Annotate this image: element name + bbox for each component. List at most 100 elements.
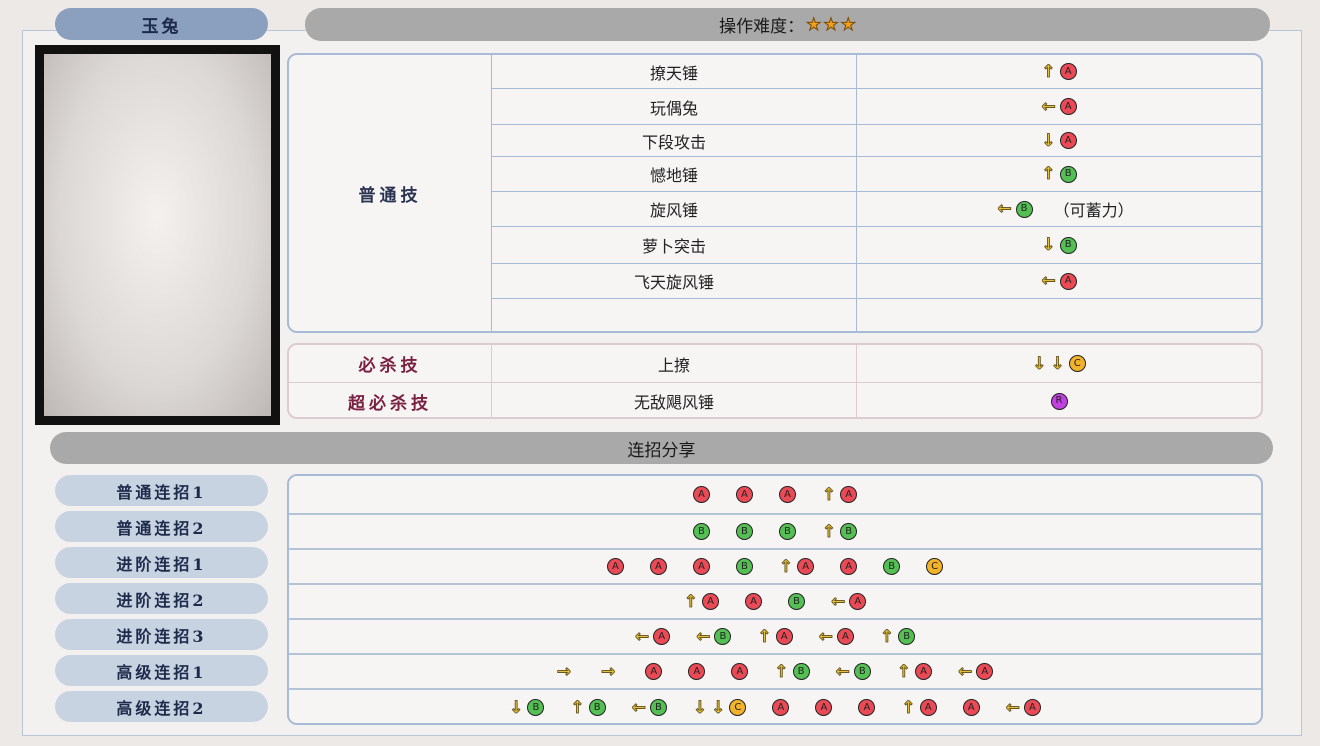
move-name: 下段攻击 [491,125,856,156]
input-step: A [692,558,710,575]
move-note: （可蓄力） [1053,201,1134,220]
arrow-up-icon: ↑ [901,697,916,718]
button-a-icon: A [735,486,753,503]
input-step: B [735,558,753,575]
input-step: B [788,593,805,610]
difficulty-label: 操作难度： [719,17,805,37]
input-step: ↑ A [757,626,793,647]
button-a-icon: A [688,663,706,680]
button-a-icon: A [649,558,667,575]
move-input: ↑ A [856,55,1261,88]
move-row: 飞天旋风锤 ← A [491,263,1261,298]
combo-label: 高级连招1 [55,655,268,686]
combo-header: 连招分享 [50,432,1273,464]
input-step: ↓ A [1041,130,1077,151]
special-move-row: 超必杀技 无敌飓风锤 R [289,382,1261,417]
input-step: B [778,523,796,540]
input-step: ↓ B [509,697,545,718]
combo-table: A A A ↑ A B B B ↑ B A A A B ↑ A A B C ↑ A A B ← A ← A ← B ↑ A ← A ↑ B → → A A A… [287,474,1263,725]
special-moves-table: 必杀技 上撩 ↓ ↓ C 超必杀技 无敌飓风锤 R [287,343,1263,419]
input-step: → [601,661,619,682]
button-b-icon: B [792,663,810,680]
arrow-up-icon: ↑ [821,484,837,505]
combo-row: ↑ A A B ← A [289,583,1261,618]
button-b-icon: B [840,523,858,540]
move-name: 无敌飓风锤 [491,383,856,417]
input-step: ↑ B [1041,164,1077,184]
input-step: ↑ A [821,484,858,505]
arrow-down-icon: ↓ [509,697,524,718]
arrow-up-icon: ↑ [879,626,895,647]
input-step: → [556,661,575,682]
arrow-down-icon: ↓ [692,697,708,718]
button-b-icon: B [527,699,545,716]
button-a-icon: A [836,628,854,645]
combo-row: A A A B ↑ A A B C [289,548,1261,583]
button-a-icon: A [815,699,833,716]
button-b-icon: B [714,628,732,645]
button-a-icon: A [731,663,749,680]
combo-label: 进阶连招1 [55,547,268,578]
arrow-down-icon: ↓ [711,697,726,718]
normal-moves-category: 普通技 [358,185,422,206]
move-row: 下段攻击 ↓ A [491,124,1261,156]
button-b-icon: B [1059,165,1077,183]
difficulty-bar: 操作难度： ★ ★ ★ [305,8,1270,41]
arrow-left-icon: ← [634,626,650,647]
move-name: 撩天锤 [491,55,856,88]
button-a-icon: A [653,628,671,645]
move-row: 旋风锤 ← B （可蓄力） [491,191,1261,226]
arrow-right-icon: → [556,661,571,682]
button-a-icon: A [772,699,790,716]
move-row: 憾地锤 ↑ B [491,156,1261,191]
button-c-icon: C [926,558,944,575]
button-a-icon: A [1059,98,1077,115]
move-row: 撩天锤 ↑ A [491,55,1261,88]
button-a-icon: A [840,486,858,503]
input-step: ← A [831,591,867,612]
move-input: ← A [856,89,1261,124]
input-step: A [778,486,796,503]
combo-label: 普通连招1 [55,475,268,506]
move-input: R [856,383,1261,417]
input-step: A [735,486,753,503]
input-step: ← B [631,697,667,718]
move-input: ↓ A [856,125,1261,156]
input-step: ↑ B [774,661,810,682]
input-step: C [926,558,944,575]
button-a-icon: A [692,558,710,575]
star-icon: ★ [823,14,839,35]
input-step: ↑ A [778,556,815,577]
input-step: ← B [696,626,732,647]
input-step: ↓ B [1041,235,1077,255]
move-input: ↓ ↓ C [856,345,1261,382]
arrow-left-icon: ← [818,626,833,647]
combo-row: A A A ↑ A [289,476,1261,513]
arrow-right-icon: → [601,661,616,682]
input-step: A [692,486,710,503]
button-a-icon: A [1059,272,1077,290]
input-step: ↓ ↓ C [1032,353,1086,374]
move-input: ↓ B [856,227,1261,263]
button-a-icon: A [962,699,980,716]
move-name: 旋风锤 [491,192,856,226]
input-step: A [649,558,667,575]
input-step: A [606,558,624,575]
input-step: A [688,663,706,680]
input-step: ← A [634,626,671,647]
input-step: B [883,558,901,575]
input-step: ↓ ↓ C [692,697,747,718]
button-b-icon: B [735,523,753,540]
arrow-up-icon: ↑ [821,521,837,542]
arrow-left-icon: ← [997,199,1012,220]
move-row [491,298,1261,331]
button-a-icon: A [778,486,796,503]
special-category: 必杀技 [358,356,422,376]
character-portrait [35,45,280,425]
input-step: A [645,663,663,680]
input-step: A [731,663,749,680]
input-step: ↑ B [821,521,858,542]
arrow-up-icon: ↑ [683,591,698,612]
arrow-left-icon: ← [831,591,846,612]
normal-moves-table: 普通技 撩天锤 ↑ A 玩偶兔 ← A 下段攻击 ↓ A 憾地锤 ↑ B 旋风锤 ← B （可蓄力） 萝卜突击 ↓… [287,53,1263,333]
